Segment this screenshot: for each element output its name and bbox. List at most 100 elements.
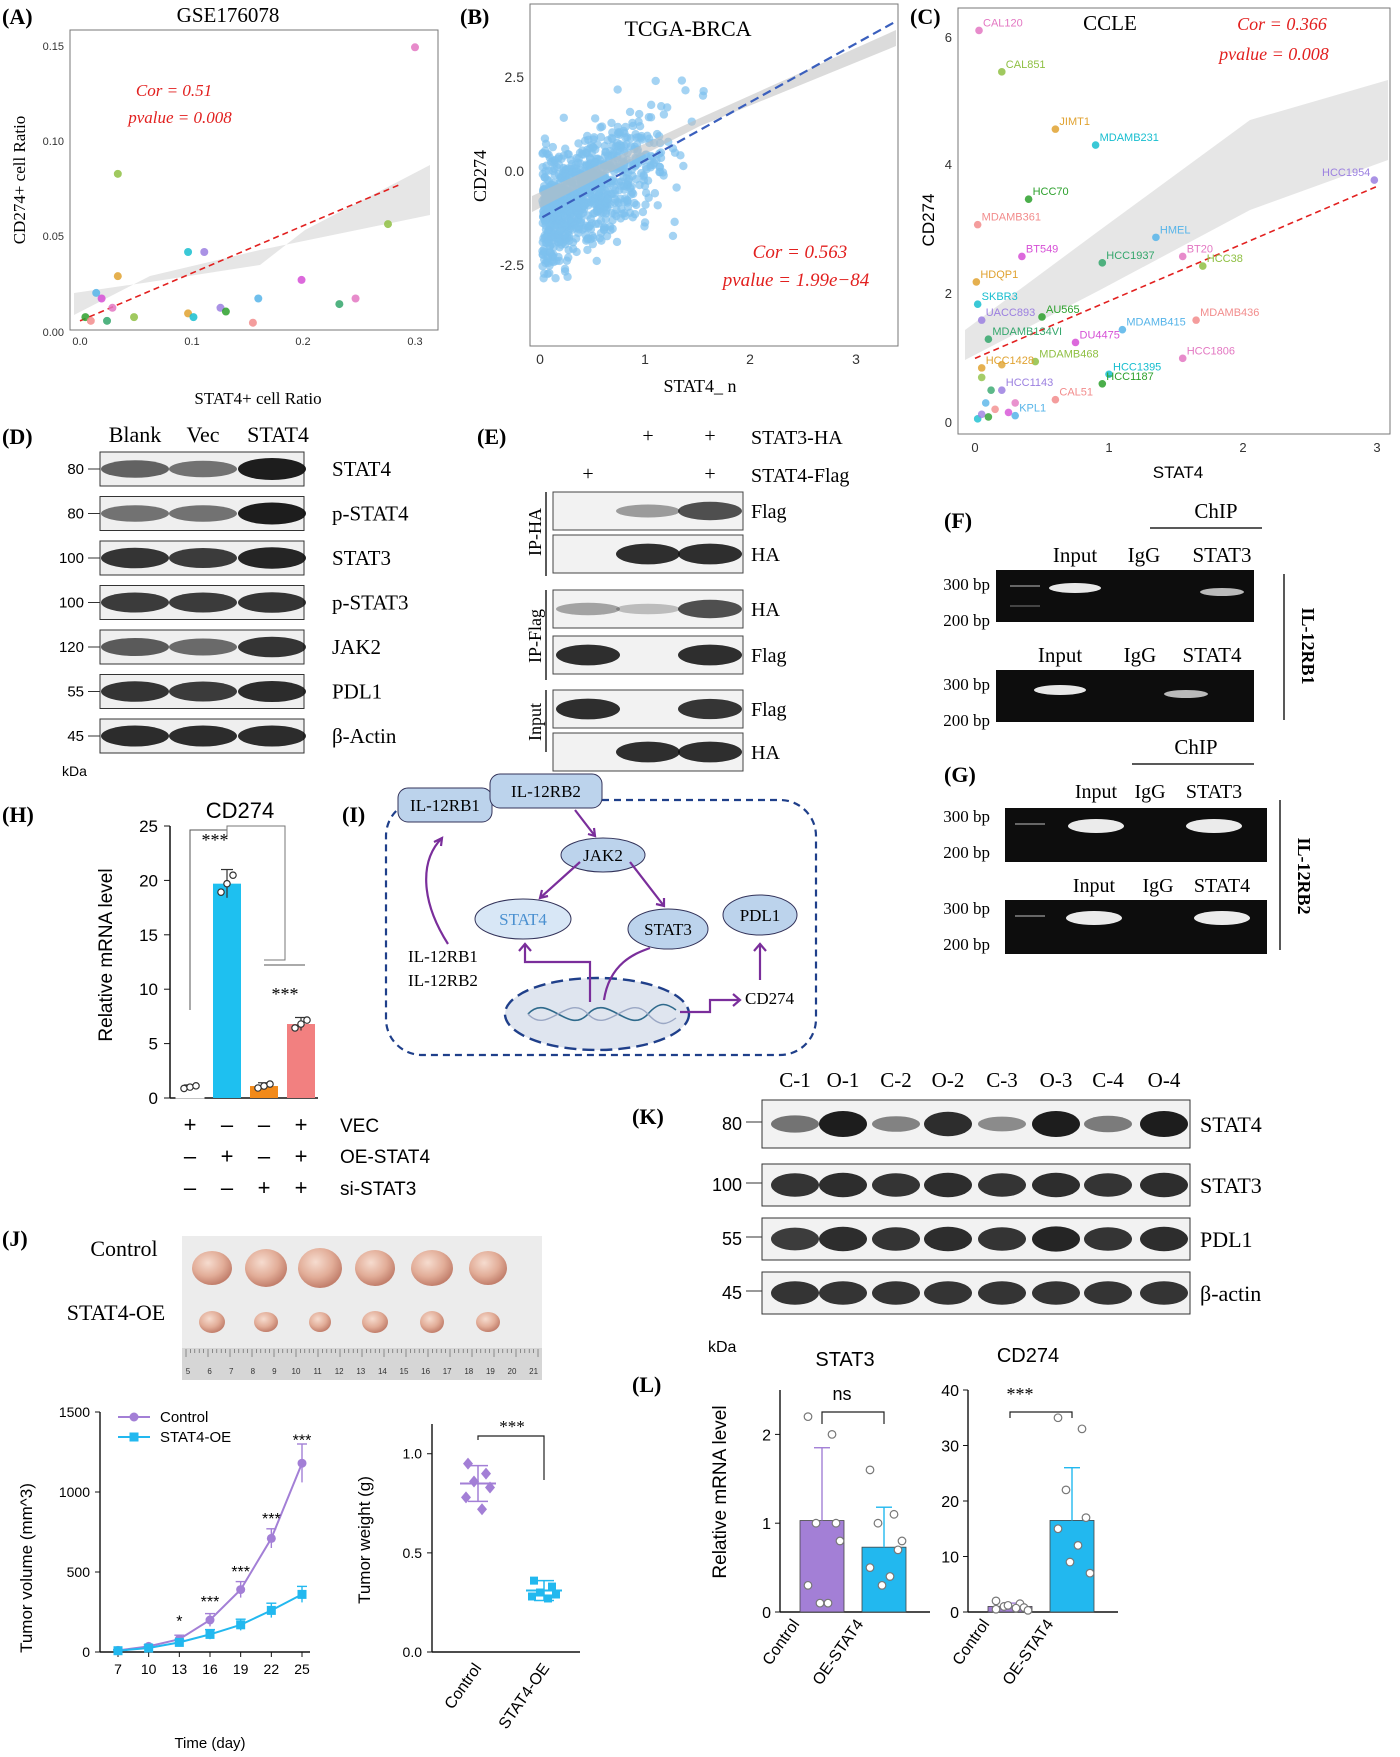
c-point-label: HCC1395 [1113,361,1161,373]
k-kda-marker: 55 [722,1229,742,1249]
e-band [678,599,742,619]
c-point [1071,338,1080,347]
panel-i-cell-membrane [384,798,818,1057]
l-point [815,1598,825,1608]
stat3-label: STAT3 [644,920,692,939]
panel-a-ytick: 0.15 [43,41,64,53]
b-point [554,237,563,246]
l-ytick-label: 2 [762,1427,771,1444]
panel-g-bp: 200 bp [943,935,990,954]
e-band [616,741,680,763]
k-lane-label: C-2 [880,1068,912,1092]
b-point [588,239,597,249]
panel-h-chart: 0 5 10 15 20 25 [139,817,318,1108]
panel-h: (H) CD274 0 5 10 15 20 25 Relative mRNA level… [2,798,431,1200]
panel-f-gene: IL-12RB1 [1298,607,1318,684]
c-point-label: HMEL [1160,224,1191,236]
l-point [1003,1600,1013,1610]
b-point [639,170,648,180]
a-point [189,313,198,322]
b-point [589,143,598,152]
panel-e-ip-flag: IP-Flag [525,609,545,663]
h-sign: + [221,1144,234,1169]
b-point [641,200,650,209]
jak2-label: JAK2 [583,846,623,865]
b-point [607,208,616,218]
k-band [978,1227,1026,1251]
j3-ylabel: Tumor weight (g) [355,1476,374,1604]
l1-bracket [821,1411,885,1424]
l-bar [799,1520,845,1613]
h-point [229,871,237,879]
tumor-control [192,1251,232,1285]
l-ytick-label: 0 [950,1605,959,1622]
panel-b-xlabel: STAT4_ n [663,376,736,396]
b-point [644,193,653,202]
a-point [335,300,344,309]
panel-f-bands [1010,583,1244,698]
b-point [564,215,574,224]
b-point [625,107,635,117]
a-point [351,294,360,303]
l-point [991,1596,1001,1606]
d-row-label: PDL1 [332,680,382,704]
h-bar [287,1024,315,1098]
c-point-label: MDAMB468 [1039,349,1098,361]
panel-b-cor: Cor = 0.563 [753,242,848,263]
ruler-label: 21 [529,1367,538,1376]
b-point [574,139,583,148]
panel-b-xtick: 3 [852,351,860,367]
b-point [650,189,660,198]
c-point [1018,252,1026,261]
b-point [643,131,652,141]
panel-l-xtick: Control [760,1617,804,1669]
k-band [1084,1281,1132,1305]
c-point [1091,141,1100,149]
panel-e-cond2: STAT4-Flag [751,465,849,487]
l-point [1011,1603,1021,1613]
h-ytick-label: 25 [139,817,158,836]
panel-c-cor: Cor = 0.366 [1237,14,1327,34]
b-point [597,236,606,245]
panel-b-regression-line [541,20,897,219]
ruler-ticks: 5 6 7 8 9 10 11 12 13 14 15 16 17 18 19 20 21 [185,1349,539,1376]
j2-point [236,1585,246,1595]
h-bracket [226,825,286,961]
tumor-oe [309,1312,331,1332]
j2-point [297,1589,307,1599]
d-kda-marker: 55 [67,684,84,701]
d-row-label: p-STAT3 [332,591,408,615]
panel-c-ylabel: CD274 [919,194,938,247]
k-lane-label: O-4 [1148,1068,1181,1092]
h-sign: – [184,1175,197,1200]
j3-ytick-label: 0.5 [403,1545,423,1561]
c-point-label: CAL851 [1006,59,1046,71]
ruler-label: 13 [356,1367,365,1376]
h-point [223,879,231,888]
panel-k-letter: (K) [632,1104,664,1129]
k-band [771,1281,819,1305]
ruler-label: 12 [335,1367,344,1376]
j2-sig: *** [231,1564,250,1581]
panel-b-letter: (B) [460,4,489,29]
panel-g-stat3: STAT3 [1186,781,1242,803]
b-point [628,121,638,131]
panel-l-sig2: *** [1007,1384,1034,1404]
panel-g-igg: IgG [1142,875,1173,897]
j3-point [528,1592,536,1601]
b-point [640,222,649,231]
c-point [1105,370,1113,379]
panel-a-confidence-band [74,165,430,315]
l-point [889,1509,899,1519]
e-band [678,741,742,763]
k-kda-marker: 100 [712,1175,742,1195]
l-ytick-label: 0 [762,1605,771,1622]
c-point-label: HCC1806 [1187,345,1235,357]
ruler-label: 16 [421,1367,430,1376]
b-point [592,256,601,266]
b-point [562,256,572,265]
h-ytick-label: 15 [139,926,158,945]
panel-f-chip: ChIP [1194,499,1237,523]
j3-point [544,1594,552,1603]
tumor-oe [476,1312,500,1332]
